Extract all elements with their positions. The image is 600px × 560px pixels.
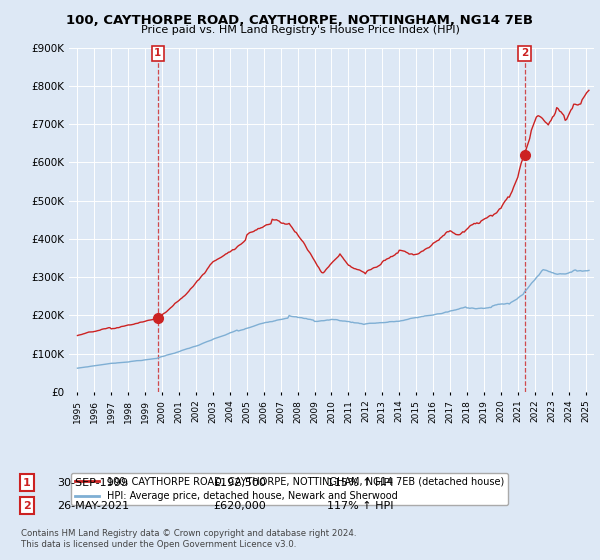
Text: Contains HM Land Registry data © Crown copyright and database right 2024.
This d: Contains HM Land Registry data © Crown c… bbox=[21, 529, 356, 549]
Text: £620,000: £620,000 bbox=[213, 501, 266, 511]
Text: 26-MAY-2021: 26-MAY-2021 bbox=[57, 501, 129, 511]
Legend: 100, CAYTHORPE ROAD, CAYTHORPE, NOTTINGHAM, NG14 7EB (detached house), HPI: Aver: 100, CAYTHORPE ROAD, CAYTHORPE, NOTTINGH… bbox=[71, 473, 508, 505]
Text: 1: 1 bbox=[154, 48, 161, 58]
Text: 1: 1 bbox=[23, 478, 31, 488]
Text: 2: 2 bbox=[23, 501, 31, 511]
Text: 115% ↑ HPI: 115% ↑ HPI bbox=[327, 478, 394, 488]
Text: 100, CAYTHORPE ROAD, CAYTHORPE, NOTTINGHAM, NG14 7EB: 100, CAYTHORPE ROAD, CAYTHORPE, NOTTINGH… bbox=[67, 14, 533, 27]
Text: Price paid vs. HM Land Registry's House Price Index (HPI): Price paid vs. HM Land Registry's House … bbox=[140, 25, 460, 35]
Text: 2: 2 bbox=[521, 48, 528, 58]
Text: 30-SEP-1999: 30-SEP-1999 bbox=[57, 478, 128, 488]
Text: 117% ↑ HPI: 117% ↑ HPI bbox=[327, 501, 394, 511]
Text: £192,500: £192,500 bbox=[213, 478, 266, 488]
